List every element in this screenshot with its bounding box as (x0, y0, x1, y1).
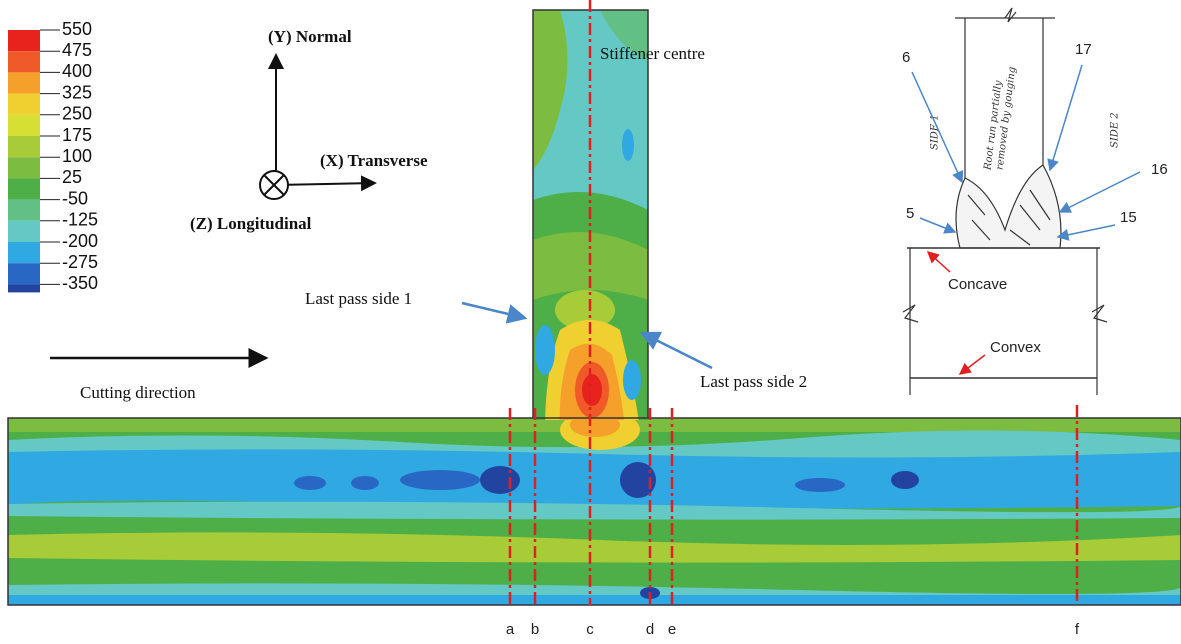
legend-swatch (8, 199, 40, 221)
legend-swatch (8, 263, 40, 285)
contour-band (8, 595, 1181, 605)
legend: 55047540032525017510025-50-125-200-275-3… (8, 19, 98, 293)
annotation: Last pass side 1 (305, 289, 412, 308)
legend-label: 325 (62, 82, 92, 102)
legend-label: 475 (62, 40, 92, 60)
contour-blob (480, 466, 520, 494)
legend-label: 400 (62, 61, 92, 81)
legend-swatch (8, 51, 40, 73)
annotation: Stiffener centre (600, 44, 705, 63)
pass-arrow (1047, 64, 1083, 172)
annotation-arrow (639, 331, 713, 370)
legend-label: 175 (62, 125, 92, 145)
legend-swatch (8, 242, 40, 264)
sketch-label: Concave (948, 276, 1007, 293)
pass-label: 16 (1151, 161, 1168, 178)
axis-label: (Y) Normal (268, 27, 352, 46)
contour-band (533, 232, 648, 300)
legend-label: -350 (62, 273, 98, 293)
legend-label: 250 (62, 104, 92, 124)
legend-swatch (8, 178, 40, 200)
legend-label: 100 (62, 146, 92, 166)
weld-sketch (902, 7, 1108, 395)
section-lines (508, 0, 1079, 605)
legend-swatch (8, 114, 40, 136)
axis-label: (Z) Longitudinal (190, 214, 312, 233)
pass-label: 17 (1075, 41, 1092, 58)
section-label: f (1075, 621, 1080, 638)
weld-bead (955, 164, 1062, 249)
axis-label: (X) Transverse (320, 151, 428, 170)
legend-label: -200 (62, 231, 98, 251)
pass-label: 15 (1120, 209, 1137, 226)
annotation: Cutting direction (80, 383, 196, 402)
legend-label: 550 (62, 19, 92, 39)
annotation-arrow (461, 301, 528, 324)
pass-arrow (919, 217, 957, 234)
sketch-line (1004, 7, 1017, 23)
pass-label: 6 (902, 49, 910, 66)
legend-swatch (8, 157, 40, 179)
section-label: d (646, 621, 654, 638)
contour-blob (622, 129, 634, 161)
legend-label: -275 (62, 252, 98, 272)
annotation: Last pass side 2 (700, 372, 807, 391)
contour-band (600, 10, 648, 60)
sketch-line (967, 189, 1051, 246)
contour-blob (294, 476, 326, 490)
contour-band (8, 532, 1181, 563)
legend-swatch (8, 284, 40, 293)
axis-arrow (275, 175, 377, 192)
contour-blob (620, 462, 656, 498)
contour-blob (891, 471, 919, 489)
legend-label: -125 (62, 210, 98, 230)
section-label: e (668, 621, 676, 638)
plate-contour (8, 418, 1181, 605)
legend-swatch (8, 30, 40, 52)
legend-swatch (8, 220, 40, 242)
section-label: c (586, 621, 594, 638)
contour-blob (623, 360, 641, 400)
contour-blob (795, 478, 845, 492)
sketch-line (902, 304, 919, 323)
contour-blob (351, 476, 379, 490)
section-label: a (506, 621, 515, 638)
pass-arrow (911, 71, 964, 184)
legend-swatch (8, 136, 40, 158)
sketch-note: SIDE 2 (1110, 112, 1121, 148)
legend-swatch (8, 72, 40, 94)
contour-blob (535, 325, 555, 375)
contour-blob (570, 418, 620, 437)
sketch-arrow (926, 250, 951, 273)
legend-label: -50 (62, 188, 88, 208)
contour-blob (555, 290, 615, 330)
legend-label: 25 (62, 167, 82, 187)
axis-symbol (263, 174, 285, 196)
contour-band (8, 501, 1181, 520)
sketch-line (1091, 304, 1108, 323)
contour-band (533, 10, 568, 170)
section-label: b (531, 621, 539, 638)
pass-arrow (1056, 224, 1116, 241)
sketch-arrow (958, 354, 986, 375)
contour-band (8, 449, 1181, 509)
contour-blob (400, 470, 480, 490)
sketch-note: SIDE 1 (930, 114, 941, 150)
contour-blob (582, 374, 602, 406)
sketch-label: Convex (990, 339, 1041, 356)
legend-swatch (8, 93, 40, 115)
contour-band (8, 583, 1181, 597)
pass-label: 5 (906, 205, 914, 222)
pass-arrow (1058, 171, 1141, 213)
